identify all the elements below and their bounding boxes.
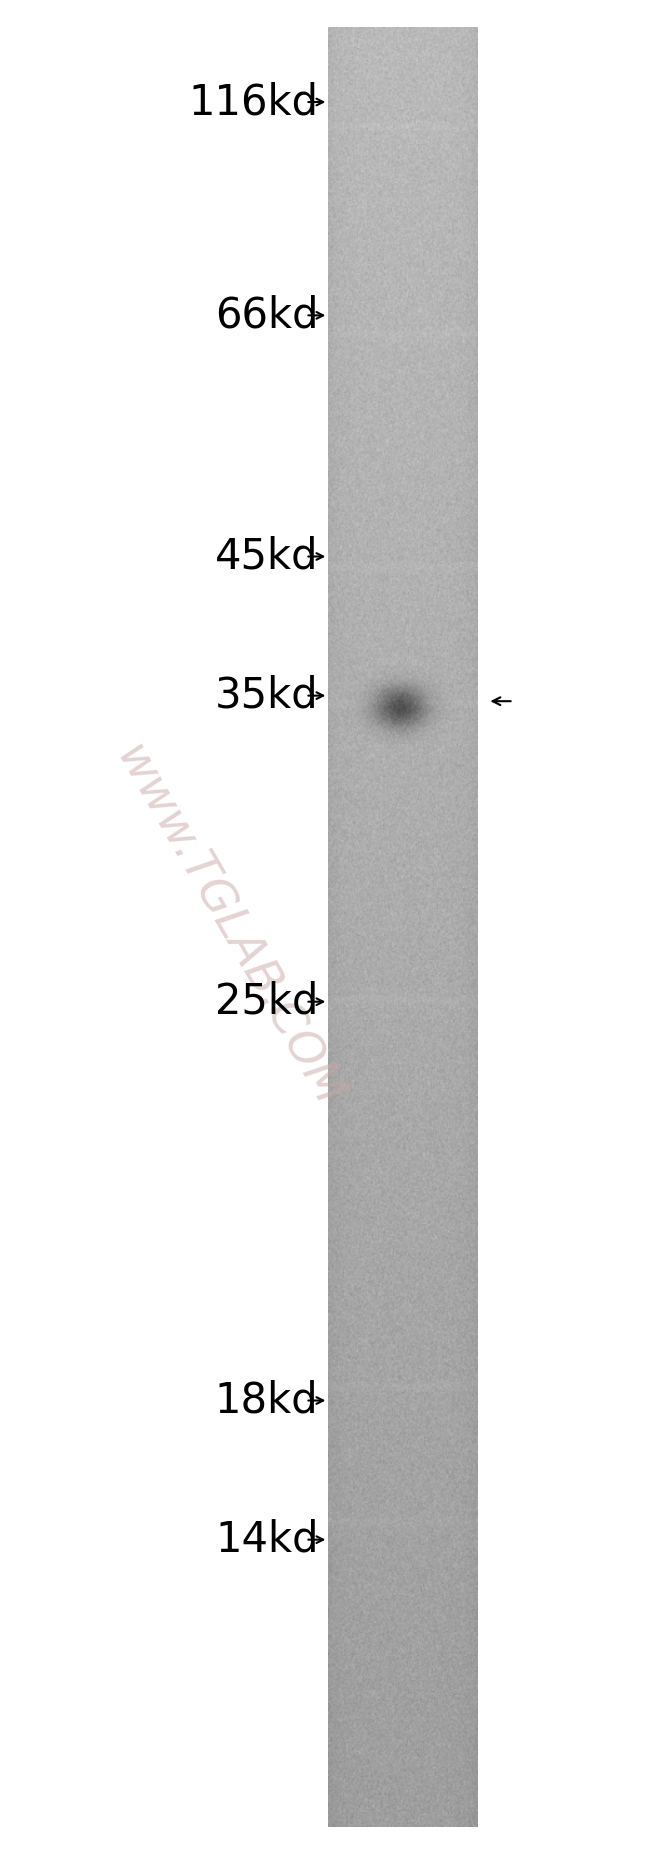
Text: 66kd: 66kd (215, 295, 318, 336)
Text: 18kd: 18kd (215, 1380, 318, 1421)
Text: 116kd: 116kd (188, 82, 318, 122)
Text: 14kd: 14kd (215, 1519, 318, 1560)
Text: 35kd: 35kd (215, 675, 318, 716)
Text: www.TGLAB.COM: www.TGLAB.COM (105, 738, 350, 1117)
Text: 25kd: 25kd (215, 981, 318, 1022)
Text: 45kd: 45kd (215, 536, 318, 577)
